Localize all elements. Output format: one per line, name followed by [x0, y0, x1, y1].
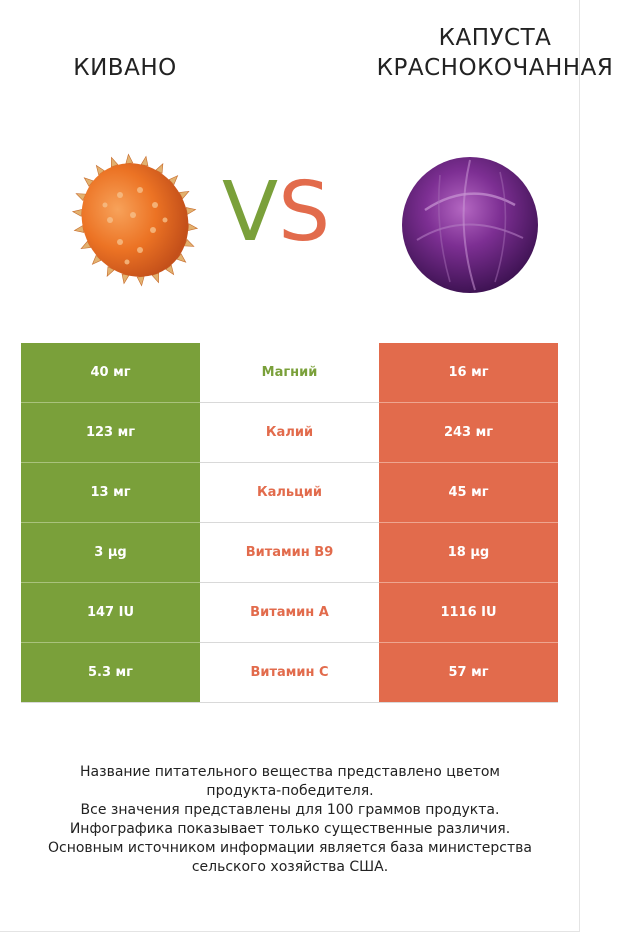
kiwano-spike [185, 207, 197, 215]
footer-line: продукта-победителя. [206, 783, 374, 799]
table-row: 40 мг Магний 16 мг [21, 343, 558, 403]
kiwano-spike [136, 276, 145, 287]
table-row: 123 мг Калий 243 мг [21, 403, 558, 463]
right-value-cell: 16 мг [379, 343, 558, 403]
footer-line: Название питательного вещества представл… [80, 764, 500, 780]
kiwano-spike [155, 162, 164, 174]
nutrient-name-cell: Витамин B9 [200, 523, 379, 583]
nutrient-name-cell: Витамин A [200, 583, 379, 643]
right-value-cell: 45 мг [379, 463, 558, 523]
footer-line: Инфографика показывает только существенн… [69, 821, 511, 837]
right-value-cell: 18 µg [379, 523, 558, 583]
footer-notes: Название питательного вещества представл… [20, 763, 560, 877]
kiwano-spike [83, 177, 94, 187]
table-row: 147 IU Витамин A 1116 IU [21, 583, 558, 643]
left-value-cell: 13 мг [21, 463, 200, 523]
left-product-title: КИВАНО [73, 55, 177, 81]
kiwano-image [71, 153, 199, 287]
table-row: 5.3 мг Витамин C 57 мг [21, 643, 558, 703]
footer-line: Основным источником информации является … [48, 840, 532, 856]
left-value-cell: 40 мг [21, 343, 200, 403]
kiwano-spike [71, 208, 83, 217]
kiwano-spike [176, 253, 187, 263]
table-row: 13 мг Кальций 45 мг [21, 463, 558, 523]
kiwano-spike [73, 225, 85, 233]
kiwano-spike [80, 240, 92, 250]
nutrient-name-cell: Магний [200, 343, 379, 403]
right-value-cell: 57 мг [379, 643, 558, 703]
nutrient-name-cell: Витамин C [200, 643, 379, 703]
footer-line: Все значения представлены для 100 граммо… [80, 802, 500, 818]
left-value-cell: 3 µg [21, 523, 200, 583]
left-value-cell: 5.3 мг [21, 643, 200, 703]
left-value-cell: 147 IU [21, 583, 200, 643]
nutrient-comparison-table: 40 мг Магний 16 мг 123 мг Калий 243 мг 13 мг Ка… [21, 343, 558, 703]
kiwano-spike [187, 223, 199, 232]
right-value-cell: 1116 IU [379, 583, 558, 643]
kiwano-spike [125, 153, 134, 164]
kiwano-spike [111, 156, 119, 168]
vs-s: S [278, 165, 331, 260]
footer-line: сельского хозяйства США. [191, 859, 389, 875]
red-cabbage-image [402, 157, 538, 293]
nutrient-name-cell: Калий [200, 403, 379, 463]
nutrient-name-cell: Кальций [200, 463, 379, 523]
infographic-frame [0, 0, 580, 932]
table-row: 3 µg Витамин B9 18 µg [21, 523, 558, 583]
kiwano-spike [165, 264, 175, 276]
vs-v: V [222, 165, 279, 260]
kiwano-spike [140, 155, 149, 167]
vs-label: VS [222, 168, 352, 258]
kiwano-spike [91, 254, 102, 265]
right-value-cell: 243 мг [379, 403, 558, 463]
left-value-cell: 123 мг [21, 403, 200, 463]
right-product-title: КАПУСТА КРАСНОКОЧАННАЯ [376, 25, 614, 81]
kiwano-spike [151, 272, 159, 284]
kiwano-spike [121, 273, 130, 285]
